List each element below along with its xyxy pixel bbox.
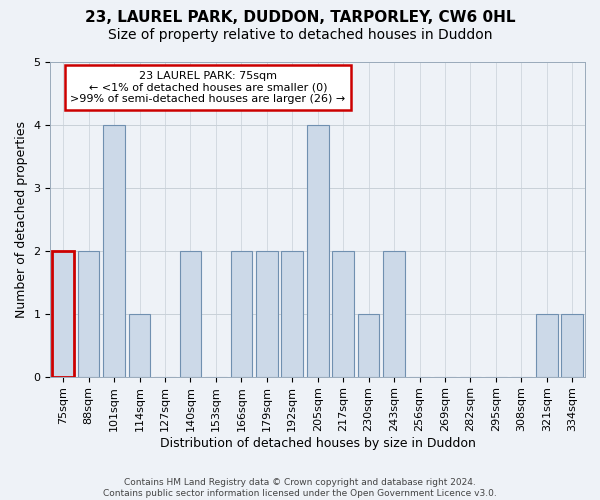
Bar (281, 250, 303, 376)
Bar (103, 124, 125, 376)
Y-axis label: Number of detached properties: Number of detached properties (15, 120, 28, 318)
Text: 23 LAUREL PARK: 75sqm
← <1% of detached houses are smaller (0)
>99% of semi-deta: 23 LAUREL PARK: 75sqm ← <1% of detached … (70, 71, 346, 104)
Bar (307, 124, 329, 376)
Bar (78, 250, 100, 376)
Bar (332, 250, 354, 376)
Bar (179, 250, 201, 376)
X-axis label: Distribution of detached houses by size in Duddon: Distribution of detached houses by size … (160, 437, 476, 450)
Bar (536, 314, 557, 376)
Bar (358, 314, 379, 376)
Bar (383, 250, 405, 376)
Bar (230, 250, 252, 376)
Bar (128, 314, 151, 376)
Text: 23, LAUREL PARK, DUDDON, TARPORLEY, CW6 0HL: 23, LAUREL PARK, DUDDON, TARPORLEY, CW6 … (85, 10, 515, 25)
Bar (52, 250, 74, 376)
Text: Size of property relative to detached houses in Duddon: Size of property relative to detached ho… (108, 28, 492, 42)
Bar (256, 250, 278, 376)
Text: Contains HM Land Registry data © Crown copyright and database right 2024.
Contai: Contains HM Land Registry data © Crown c… (103, 478, 497, 498)
Bar (562, 314, 583, 376)
